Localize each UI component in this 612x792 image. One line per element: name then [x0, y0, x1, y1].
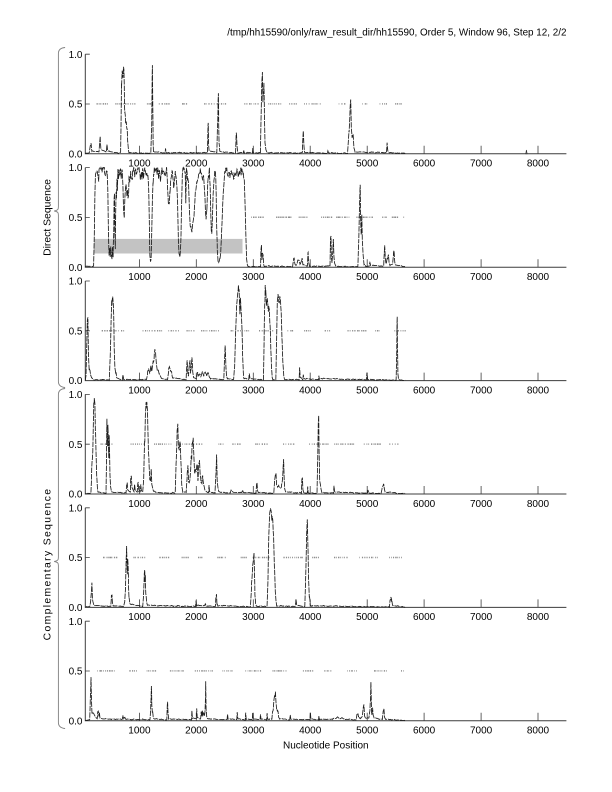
svg-text:4000: 4000	[299, 612, 322, 623]
svg-text:6000: 6000	[413, 385, 436, 396]
svg-text:3000: 3000	[242, 385, 265, 396]
svg-text:1000: 1000	[128, 159, 151, 170]
svg-text:6000: 6000	[413, 726, 436, 737]
svg-text:0.0: 0.0	[69, 263, 83, 274]
svg-text:7000: 7000	[470, 726, 493, 737]
svg-text:4000: 4000	[299, 159, 322, 170]
svg-text:6000: 6000	[413, 159, 436, 170]
svg-text:7000: 7000	[470, 499, 493, 510]
svg-text:Direct Sequence: Direct Sequence	[43, 179, 54, 256]
svg-text:0.5: 0.5	[69, 213, 83, 224]
svg-text:1000: 1000	[128, 272, 151, 283]
svg-text:5000: 5000	[356, 385, 379, 396]
svg-text:6000: 6000	[413, 272, 436, 283]
svg-text:8000: 8000	[527, 385, 550, 396]
svg-text:7000: 7000	[470, 159, 493, 170]
svg-text:1000: 1000	[128, 612, 151, 623]
svg-text:0.0: 0.0	[69, 716, 83, 727]
svg-text:2000: 2000	[185, 272, 208, 283]
svg-text:8000: 8000	[527, 726, 550, 737]
svg-text:0.0: 0.0	[69, 376, 83, 387]
svg-text:8000: 8000	[527, 499, 550, 510]
svg-text:4000: 4000	[299, 499, 322, 510]
svg-text:2000: 2000	[185, 385, 208, 396]
svg-text:7000: 7000	[470, 612, 493, 623]
svg-text:6000: 6000	[413, 612, 436, 623]
svg-text:3000: 3000	[242, 612, 265, 623]
svg-text:0.0: 0.0	[69, 490, 83, 501]
svg-text:Nucleotide Position: Nucleotide Position	[283, 741, 369, 752]
svg-text:1.0: 1.0	[69, 163, 83, 174]
svg-text:1.0: 1.0	[69, 390, 83, 401]
svg-text:2000: 2000	[185, 499, 208, 510]
svg-text:1.0: 1.0	[69, 50, 83, 61]
svg-text:1.0: 1.0	[69, 617, 83, 628]
svg-text:8000: 8000	[527, 612, 550, 623]
svg-text:0.5: 0.5	[69, 553, 83, 564]
svg-text:1000: 1000	[128, 499, 151, 510]
svg-text:1.0: 1.0	[69, 503, 83, 514]
svg-text:7000: 7000	[470, 385, 493, 396]
svg-text:4000: 4000	[299, 272, 322, 283]
svg-text:2000: 2000	[185, 726, 208, 737]
svg-text:8000: 8000	[527, 159, 550, 170]
svg-text:1000: 1000	[128, 385, 151, 396]
svg-text:1.0: 1.0	[69, 277, 83, 288]
svg-text:Complementary Sequence: Complementary Sequence	[43, 488, 54, 641]
svg-text:1000: 1000	[128, 726, 151, 737]
svg-text:3000: 3000	[242, 726, 265, 737]
svg-text:5000: 5000	[356, 612, 379, 623]
svg-text:5000: 5000	[356, 159, 379, 170]
svg-text:7000: 7000	[470, 272, 493, 283]
svg-text:5000: 5000	[356, 499, 379, 510]
svg-text:4000: 4000	[299, 726, 322, 737]
svg-text:0.5: 0.5	[69, 100, 83, 111]
svg-text:6000: 6000	[413, 499, 436, 510]
svg-text:3000: 3000	[242, 159, 265, 170]
svg-text:0.0: 0.0	[69, 603, 83, 614]
svg-text:0.5: 0.5	[69, 326, 83, 337]
svg-text:3000: 3000	[242, 272, 265, 283]
svg-text:2000: 2000	[185, 612, 208, 623]
svg-text:0.0: 0.0	[69, 149, 83, 160]
svg-text:0.5: 0.5	[69, 667, 83, 678]
svg-text:5000: 5000	[356, 272, 379, 283]
svg-text:8000: 8000	[527, 272, 550, 283]
svg-text:/tmp/hh15590/only/raw_result_d: /tmp/hh15590/only/raw_result_dir/hh15590…	[227, 27, 566, 38]
svg-text:3000: 3000	[242, 499, 265, 510]
svg-text:4000: 4000	[299, 385, 322, 396]
svg-text:0.5: 0.5	[69, 440, 83, 451]
svg-text:2000: 2000	[185, 159, 208, 170]
svg-text:5000: 5000	[356, 726, 379, 737]
